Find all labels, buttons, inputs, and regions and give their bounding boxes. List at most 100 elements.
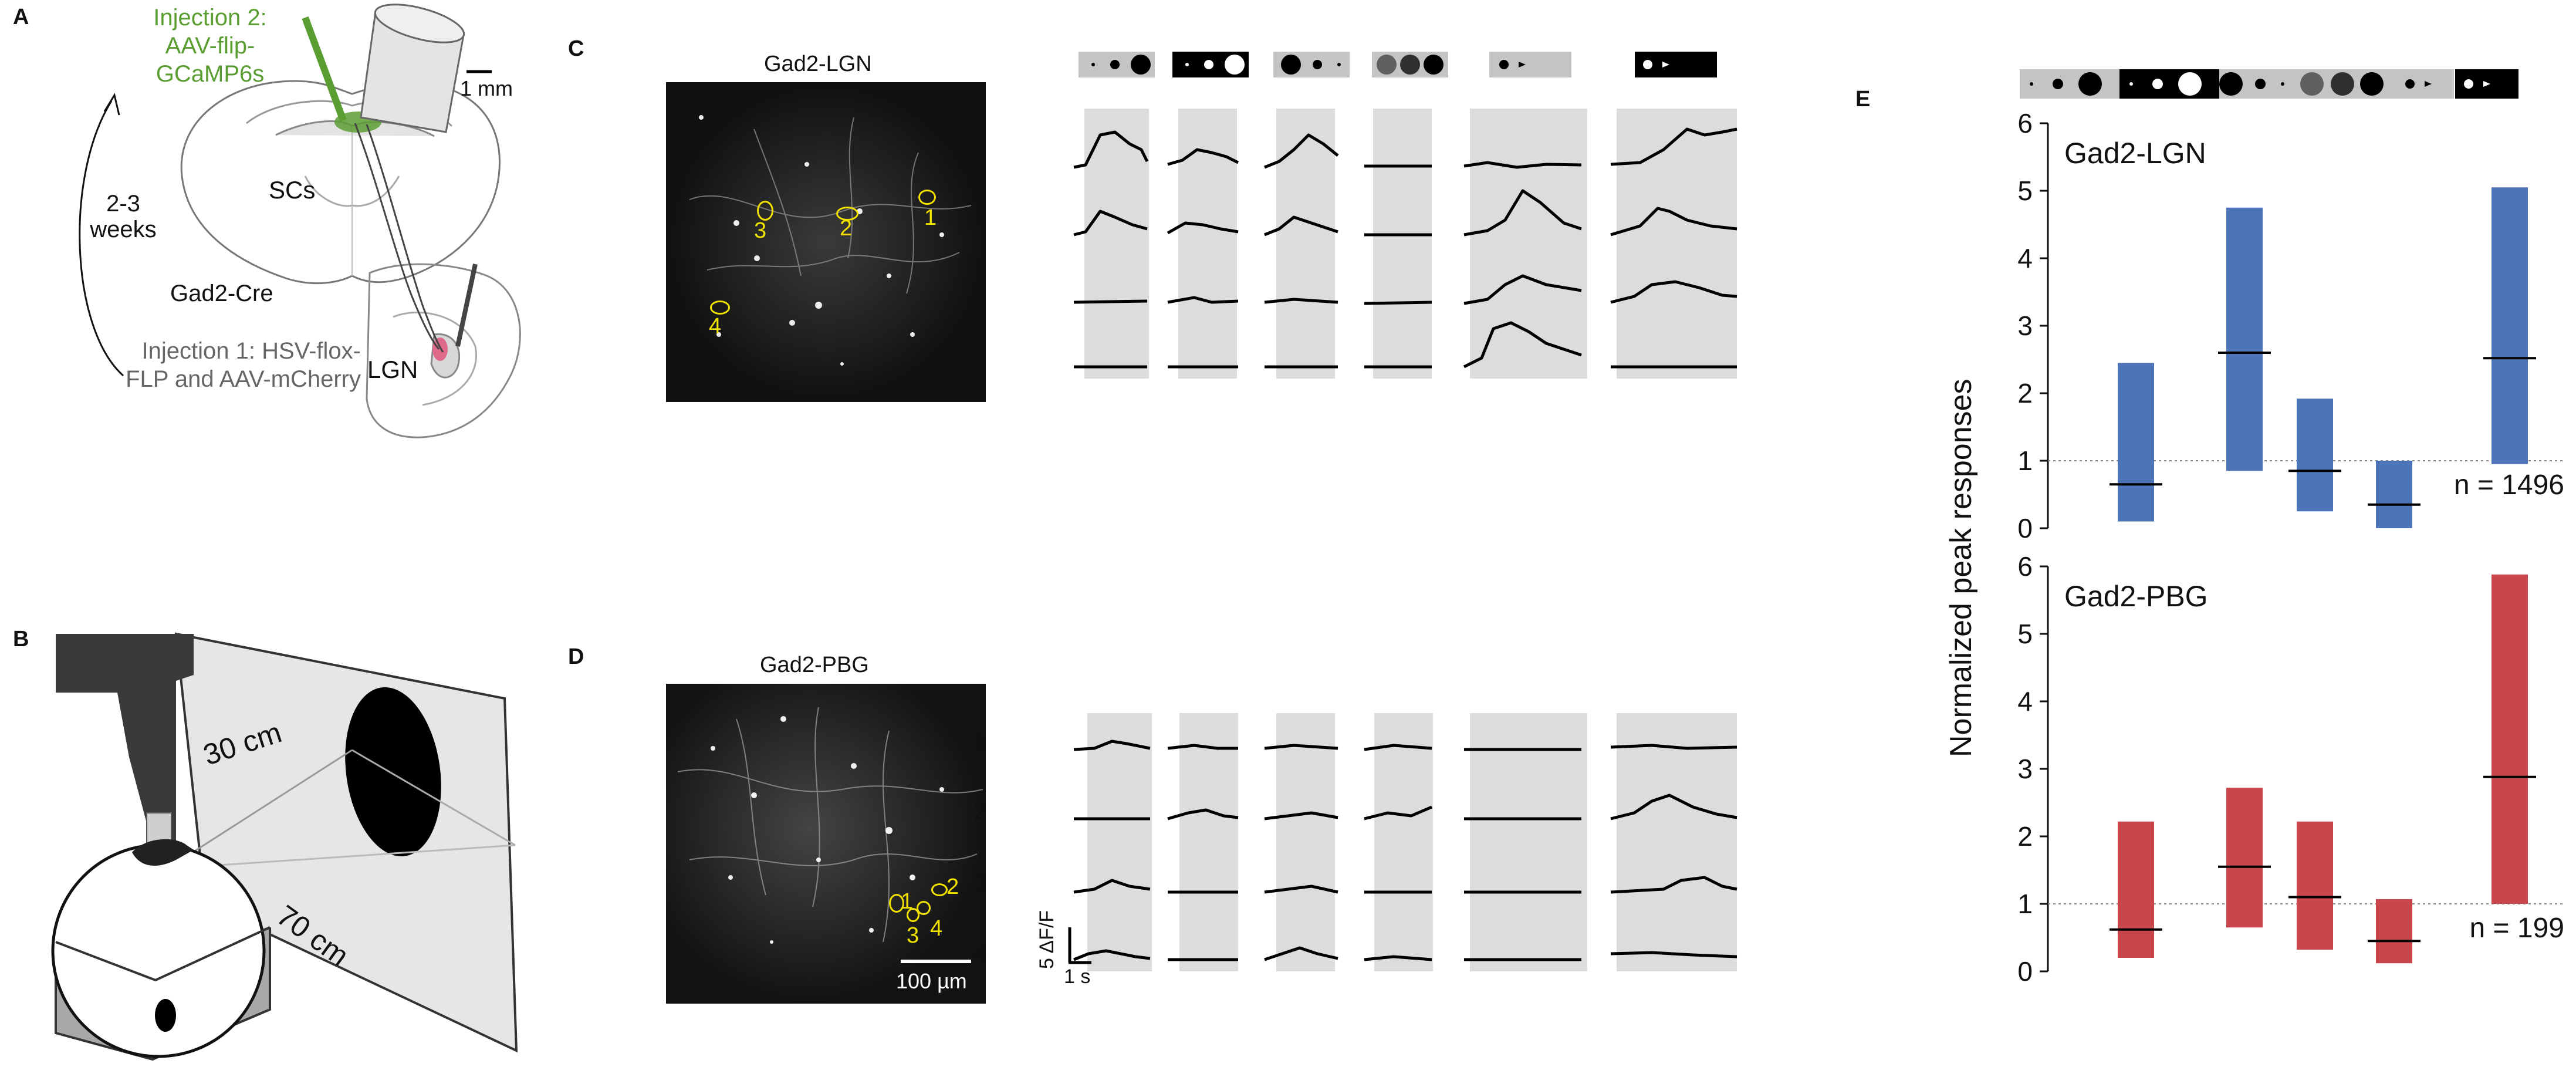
range-bar <box>2118 821 2154 958</box>
roi-outline <box>710 301 730 315</box>
trace-lines-lgn <box>1073 127 1737 369</box>
range-bar <box>2376 899 2412 964</box>
traces-pbg: 1 2 3 4 <box>974 713 1740 988</box>
injection1-line-1: Injection 1: HSV-flox- <box>141 338 361 364</box>
injection2-line-1: Injection 2: <box>153 5 267 31</box>
stimulus-window <box>1178 109 1237 379</box>
range-bar <box>2226 207 2263 471</box>
micrograph-pbg: 1 2 3 4 100 µm <box>666 684 986 1004</box>
panel-d-title: Gad2-PBG <box>760 653 869 677</box>
setup-schematic <box>51 632 518 1061</box>
micrograph-lgn: 3 2 1 4 <box>666 82 986 402</box>
y-tick-label: 5 <box>2017 619 2033 649</box>
injection1-line-2: FLP and AAV-mCherry <box>126 366 361 392</box>
stimulus-window <box>1087 713 1152 971</box>
scale-bar <box>901 960 971 963</box>
chart-title: Gad2-PBG <box>2064 580 2208 613</box>
roi-label: 3 <box>907 923 919 948</box>
chart-title: Gad2-LGN <box>2064 137 2206 170</box>
roi-label: 3 <box>754 218 767 243</box>
roi-label: 4 <box>930 916 943 941</box>
y-tick-label: 2 <box>2017 378 2033 408</box>
range-bar <box>2492 187 2528 464</box>
stimulus-window <box>1373 109 1432 379</box>
stimulus-window <box>1470 109 1587 379</box>
y-tick-label: 4 <box>2017 243 2033 274</box>
y-scale-label: 5 ΔF/F <box>1036 910 1058 969</box>
injection1-text: Injection 1: HSV-flox- FLP and AAV-mCher… <box>97 337 361 393</box>
y-tick-label: 5 <box>2017 175 2033 206</box>
injection2-line-3: GCaMP6s <box>155 61 265 87</box>
roi-label: 1 <box>924 205 937 230</box>
stimulus-window <box>1276 109 1335 379</box>
injection2-text: Injection 2: AAV-flip- GCaMP6s <box>140 4 280 88</box>
stimulus-window <box>1617 713 1737 971</box>
lgn-label: LGN <box>367 356 418 383</box>
chart-pbg: 0 1 2 3 4 5 6 Gad2-PBG n = 199 <box>2017 551 2564 987</box>
panel-label-a: A <box>13 5 29 29</box>
scale-1mm: 1 mm <box>460 76 513 100</box>
weeks-text: 2-3 weeks <box>88 191 158 242</box>
roi-outline <box>907 908 919 922</box>
stimulus-icons-c <box>1079 52 2158 77</box>
roi-outline <box>757 201 773 221</box>
brain-schematic <box>79 4 521 438</box>
stimulus-window <box>1276 713 1335 971</box>
panel-a: Injection 2: AAV-flip- GCaMP6s 1 mm 2-3 … <box>0 0 546 446</box>
cell-label: 1 <box>974 731 987 755</box>
stimulus-window <box>1617 109 1737 379</box>
y-tick-label: 2 <box>2017 821 2033 852</box>
panel-label-c: C <box>568 36 584 61</box>
chart-lgn: 0 1 2 3 4 5 6 Gad2-LGN n = 1496 <box>2017 108 2564 543</box>
injection2-line-2: AAV-flip- <box>165 33 255 59</box>
panel-label-d: D <box>568 644 584 669</box>
cell-label: 1 <box>974 131 987 156</box>
weeks-line-1: 2-3 <box>106 191 140 217</box>
stimulus-window <box>1470 713 1587 971</box>
n-annotation: n = 1496 <box>2454 470 2564 501</box>
weeks-line-2: weeks <box>90 217 157 242</box>
range-bar <box>2226 788 2263 928</box>
y-tick-label: 6 <box>2017 108 2033 139</box>
range-bar <box>2297 399 2333 512</box>
roi-outline <box>889 894 904 913</box>
y-tick-label: 3 <box>2017 310 2033 341</box>
stimulus-window <box>1084 109 1149 379</box>
cell-label: 4 <box>974 941 987 965</box>
y-tick-label: 6 <box>2017 551 2033 582</box>
x-scale-label: 1 s <box>1064 965 1091 988</box>
y-tick-label: 3 <box>2017 754 2033 784</box>
cell-label: 3 <box>974 268 987 293</box>
roi-outline <box>931 883 948 896</box>
stimulus-icons-e <box>2020 69 2518 99</box>
traces-lgn: 1 2 3 4 <box>974 109 1740 379</box>
range-bar <box>2118 363 2154 522</box>
gad2-cre-label: Gad2-Cre <box>170 281 273 306</box>
roi-label: 4 <box>709 314 722 339</box>
range-bar <box>2376 461 2412 528</box>
range-bar <box>2297 821 2333 950</box>
roi-label: 2 <box>840 216 853 241</box>
y-tick-label: 4 <box>2017 686 2033 717</box>
panel-label-b: B <box>13 627 29 651</box>
y-tick-label: 0 <box>2017 956 2033 987</box>
roi-label: 1 <box>901 889 914 914</box>
n-annotation: n = 199 <box>2470 913 2564 944</box>
y-tick-label: 1 <box>2017 889 2033 919</box>
cell-label: 2 <box>974 200 987 224</box>
trace-lines-pbg <box>1068 740 1737 964</box>
roi-outline <box>917 901 931 915</box>
cell-label: 3 <box>974 872 987 896</box>
roi-label: 2 <box>946 875 959 899</box>
panel-label-e: E <box>1855 87 1871 112</box>
scs-label: SCs <box>269 176 316 204</box>
roi-outline <box>918 190 936 205</box>
scale-bar-label: 100 µm <box>896 969 967 993</box>
stimulus-window <box>1179 713 1238 971</box>
range-bar <box>2492 574 2528 904</box>
cell-label: 4 <box>974 337 987 362</box>
panel-c-title: Gad2-LGN <box>764 52 872 76</box>
panel-b: 30 cm 70 cm <box>0 622 546 1074</box>
y-tick-label: 1 <box>2017 445 2033 476</box>
y-tick-label: 0 <box>2017 513 2033 543</box>
